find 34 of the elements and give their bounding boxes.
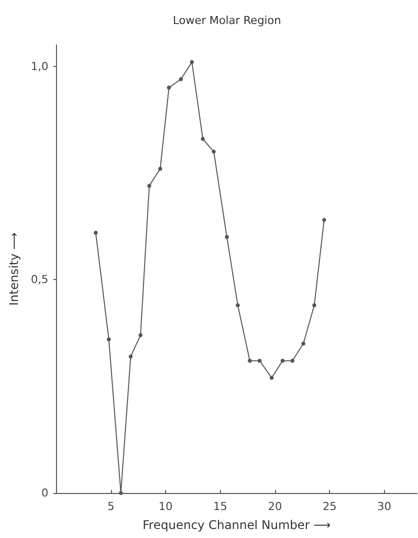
x-tick-label: 30	[377, 500, 392, 513]
point	[212, 150, 216, 154]
point	[312, 303, 316, 308]
point	[178, 77, 183, 82]
x-tick-label: 15	[213, 500, 228, 513]
y-tick-label: 0	[41, 486, 48, 500]
point	[138, 333, 143, 338]
point	[322, 218, 326, 222]
point	[128, 354, 133, 358]
y-tick-label: 1,0	[30, 60, 48, 73]
point	[224, 235, 229, 239]
point	[158, 166, 162, 171]
point	[166, 86, 171, 90]
point	[290, 358, 294, 363]
point	[106, 337, 111, 342]
y-tick-label: 0,5	[30, 273, 48, 286]
point	[280, 358, 285, 363]
x-axis-title: Frequency Channel Number ⟶	[142, 518, 331, 532]
point	[236, 303, 240, 308]
point	[190, 60, 194, 64]
x-tick-label: 25	[322, 500, 337, 513]
point	[147, 184, 152, 188]
point	[258, 358, 262, 363]
point	[94, 230, 98, 235]
x-tick-label: 10	[158, 500, 173, 513]
point	[118, 491, 123, 495]
point	[248, 358, 252, 363]
x-tick-label: 5	[108, 500, 115, 513]
point	[301, 342, 306, 346]
point	[200, 136, 205, 141]
chart-title: Lower Molar Region	[172, 14, 282, 27]
y-axis-title: Intensity ⟶	[7, 232, 21, 306]
x-tick-label: 20	[268, 500, 282, 513]
point	[270, 376, 274, 380]
